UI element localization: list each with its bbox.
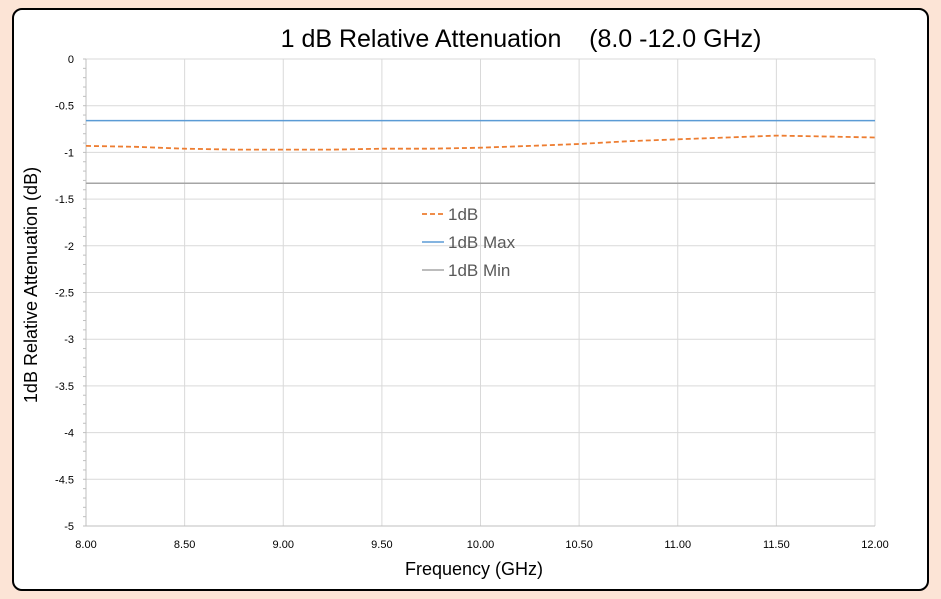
x-tick-label: 8.00 — [75, 539, 96, 551]
series-line-1 — [85, 134, 876, 151]
y-tick-label: 0 — [68, 54, 74, 66]
legend: 1dB 1dB Max 1dB Min — [422, 205, 516, 280]
legend-label: 1dB Max — [448, 233, 516, 252]
x-tick-label: 10.50 — [565, 539, 593, 551]
tick-labels: 0 -0.5 -1 -1.5 -2 -2.5 -3 -3.5 -4 -4.5 -58.00 8.50 9… — [55, 54, 889, 551]
x-tick-label: 11.50 — [763, 539, 790, 551]
x-tick-label: 10.00 — [467, 539, 495, 551]
x-tick-label: 8.50 — [174, 539, 195, 551]
y-axis-title: 1dB Relative Attenuation (dB) — [21, 167, 41, 403]
y-tick-label: -0.5 — [55, 101, 74, 113]
x-tick-label: 9.00 — [273, 539, 294, 551]
y-tick-label: -3 — [64, 334, 74, 346]
y-tick-label: -4 — [64, 428, 74, 440]
chart-title: 1 dB Relative Attenuation (8.0 -12.0 GHz… — [281, 25, 762, 53]
x-axis-title: Frequency (GHz) — [405, 559, 543, 579]
y-tick-label: -1 — [64, 147, 74, 159]
x-tick-label: 12.00 — [861, 539, 889, 551]
series-lines — [85, 119, 876, 184]
gridlines — [83, 58, 876, 527]
y-tick-label: -2.5 — [55, 288, 74, 300]
y-tick-label: -3.5 — [55, 381, 74, 393]
x-tick-label: 11.00 — [664, 539, 691, 551]
x-tick-label: 9.50 — [371, 539, 392, 551]
legend-label: 1dB Min — [448, 261, 510, 280]
legend-label: 1dB — [448, 205, 478, 224]
y-tick-label: -4.5 — [55, 474, 74, 486]
y-tick-label: -5 — [64, 521, 74, 533]
y-tick-label: -1.5 — [55, 194, 74, 206]
y-tick-label: -2 — [64, 241, 74, 253]
